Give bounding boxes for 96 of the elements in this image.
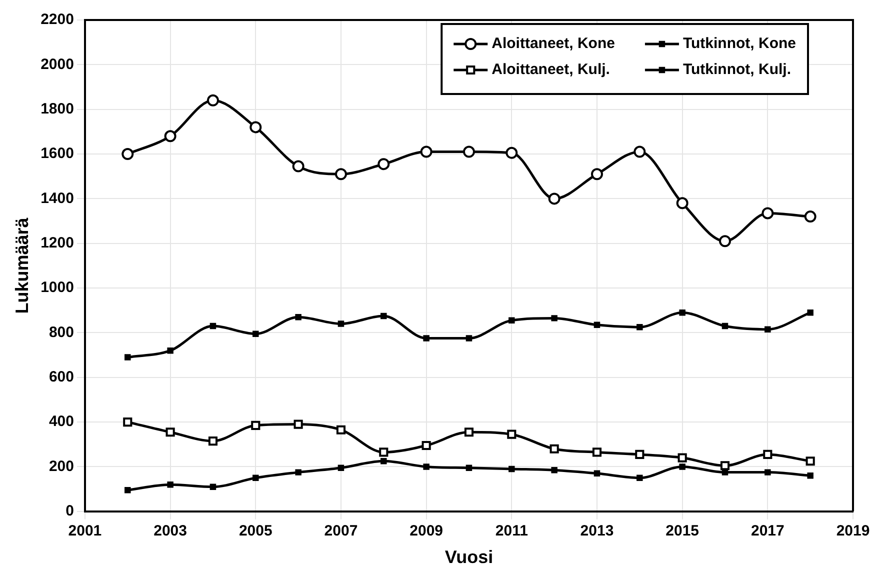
point	[206, 94, 219, 106]
point	[508, 466, 515, 472]
point	[718, 235, 731, 248]
point	[295, 469, 302, 476]
point	[764, 326, 771, 332]
point	[807, 309, 814, 316]
point	[423, 335, 430, 342]
x-tick-label: 2005	[238, 522, 272, 540]
legend-label: Tutkinnot, Kone	[682, 35, 796, 52]
x-tick-label: 2013	[580, 522, 614, 540]
point	[804, 210, 816, 223]
point	[250, 121, 262, 134]
point	[252, 330, 259, 337]
x-tick-label: 2003	[154, 522, 187, 540]
point	[676, 197, 688, 210]
point	[466, 335, 472, 342]
point	[464, 428, 474, 437]
point	[420, 146, 432, 158]
point	[210, 484, 216, 490]
point	[294, 420, 303, 429]
point	[334, 168, 347, 180]
y-tick-label: 1200	[40, 234, 74, 252]
point	[763, 450, 772, 459]
point	[590, 168, 603, 180]
point	[806, 456, 815, 466]
x-axis-title: Vuosi	[444, 547, 494, 568]
point	[123, 418, 132, 427]
point	[550, 444, 559, 454]
point	[251, 420, 260, 430]
point	[635, 450, 644, 459]
point	[122, 148, 134, 160]
y-tick-label: 200	[48, 458, 74, 475]
y-tick-label: 800	[48, 324, 74, 341]
point	[167, 347, 174, 354]
point	[720, 461, 730, 470]
x-tick-label: 2017	[750, 522, 784, 540]
point	[594, 470, 600, 477]
point	[548, 192, 560, 205]
point	[636, 324, 643, 330]
point	[379, 448, 388, 457]
y-tick-label: 600	[48, 368, 74, 386]
point	[636, 474, 643, 482]
legend-label: Aloittaneet, Kulj.	[492, 61, 610, 78]
x-tick-label: 2001	[68, 522, 102, 540]
y-tick-label: 0	[66, 502, 74, 520]
y-tick-label: 2000	[40, 56, 74, 73]
y-tick-label: 1600	[40, 145, 74, 162]
x-tick-label: 2007	[324, 522, 358, 540]
x-tick-label: 2019	[836, 522, 870, 540]
y-axis-title: Lukumäärä	[12, 216, 32, 314]
point	[594, 322, 600, 328]
point	[507, 430, 516, 439]
legend-label: Aloittaneet, Kone	[492, 35, 615, 52]
point	[292, 160, 304, 172]
point	[508, 317, 515, 324]
point	[762, 207, 774, 220]
point	[506, 146, 518, 159]
x-tick-label: 2015	[666, 522, 700, 540]
point	[679, 309, 686, 316]
point	[422, 440, 431, 450]
point	[466, 464, 472, 471]
point	[423, 464, 430, 470]
point	[166, 428, 175, 437]
point	[722, 469, 728, 476]
point	[678, 453, 687, 462]
point	[679, 464, 686, 470]
point	[167, 481, 174, 488]
point	[380, 458, 387, 464]
point	[338, 320, 344, 327]
y-tick-label: 1400	[40, 190, 74, 207]
point	[124, 354, 131, 360]
point	[551, 466, 558, 474]
point	[551, 315, 558, 322]
point	[807, 472, 814, 479]
point	[208, 436, 218, 446]
point	[592, 448, 602, 457]
point	[722, 322, 728, 330]
point	[380, 312, 387, 320]
point	[164, 130, 176, 142]
point	[252, 474, 259, 482]
x-tick-label: 2011	[495, 522, 528, 540]
point	[336, 425, 346, 434]
legend-label: Tutkinnot, Kulj.	[682, 61, 792, 78]
y-tick-label: 2200	[40, 11, 74, 28]
y-tick-label: 1000	[40, 279, 74, 296]
point	[634, 146, 646, 158]
point	[378, 158, 390, 170]
y-tick-label: 400	[48, 413, 74, 430]
point	[210, 322, 216, 330]
point	[295, 314, 302, 320]
point	[764, 469, 771, 476]
point	[338, 464, 344, 471]
point	[462, 146, 475, 158]
point	[124, 487, 131, 494]
x-tick-label: 2009	[410, 522, 444, 540]
y-tick-label: 1800	[40, 100, 74, 118]
